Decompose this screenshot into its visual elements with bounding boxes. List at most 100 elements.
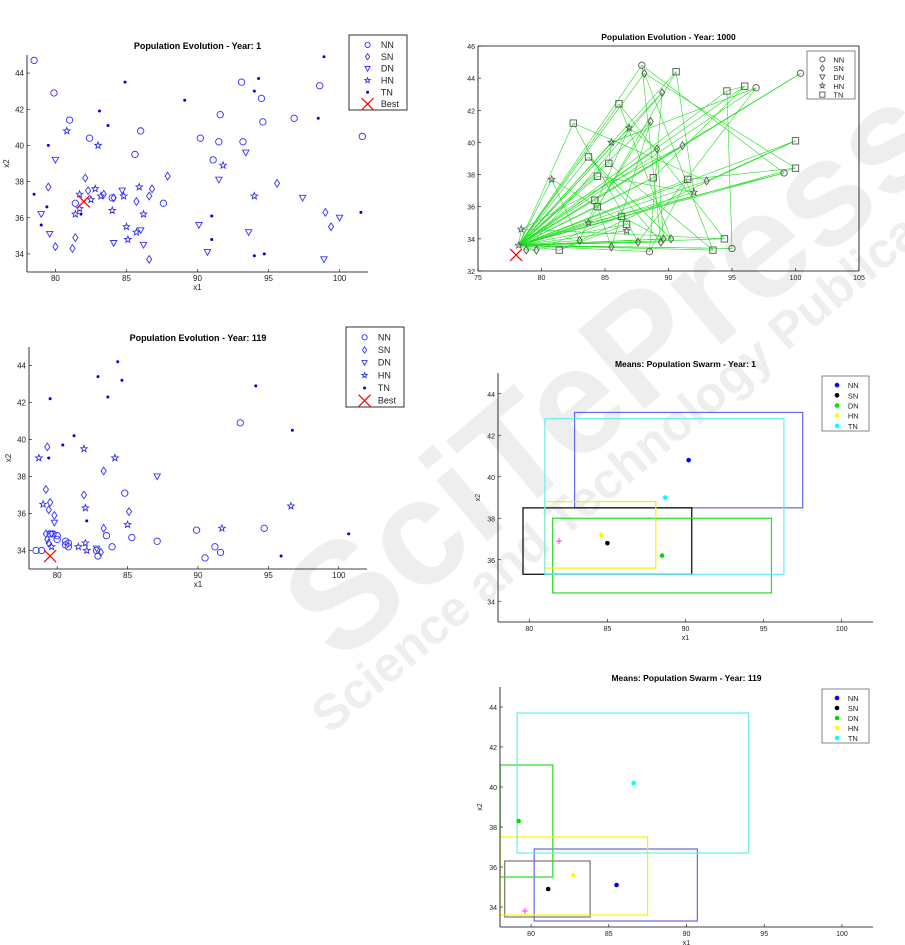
diamond-marker [100, 466, 107, 476]
mean-marker [686, 457, 691, 463]
square-marker [791, 164, 800, 172]
range-box-tn [516, 712, 750, 854]
chart-title: Population Evolution - Year: 1 [134, 41, 261, 51]
x-tick-label: 90 [683, 931, 691, 938]
circle-marker [316, 82, 324, 90]
y-tick-label: 44 [15, 69, 24, 78]
y-tick-label: 34 [487, 599, 495, 606]
y-tick-label: 38 [467, 173, 475, 180]
connection-line [518, 65, 643, 246]
legend-label-hn: HN [378, 370, 391, 380]
x-tick-label: 90 [682, 626, 690, 633]
connection-line [518, 179, 552, 246]
y-tick-label: 36 [15, 214, 24, 223]
connection-line [518, 238, 725, 246]
circle-marker [260, 524, 268, 532]
y-tick-label: 44 [467, 76, 475, 83]
star-marker [360, 371, 369, 379]
range-box-dn [552, 517, 773, 594]
y-tick-label: 42 [15, 105, 24, 114]
y-tick-label: 38 [17, 473, 26, 482]
dot-marker [359, 210, 363, 214]
diamond-marker [667, 234, 675, 244]
connection-line [656, 148, 664, 239]
legend-label-sn: SN [378, 345, 391, 355]
diamond-marker [110, 193, 117, 203]
plot-area [30, 55, 366, 264]
dot-marker [120, 378, 124, 382]
circle-marker [153, 537, 161, 545]
circle-marker [85, 134, 94, 142]
x-tick-label: 105 [853, 275, 865, 282]
dot-marker [316, 116, 320, 120]
diamond-marker [523, 245, 530, 255]
diamond-marker [660, 234, 667, 244]
y-tick-label: 42 [467, 108, 475, 115]
chart-title: Population Evolution - Year: 119 [130, 333, 267, 343]
square-marker [723, 87, 731, 95]
x-axis-label: x1 [682, 635, 690, 642]
circle-marker [819, 56, 826, 63]
mean-marker [614, 882, 619, 888]
legend-label-hn: HN [833, 82, 844, 91]
diamond-marker [44, 442, 51, 452]
y-tick-label: 44 [489, 705, 497, 712]
x-tick-label: 95 [728, 275, 736, 282]
circle-marker [192, 526, 201, 534]
diamond-marker [327, 222, 335, 232]
dot-marker [347, 532, 351, 536]
x-tick-label: 85 [122, 274, 131, 283]
triangle-marker [50, 519, 59, 527]
diamond-marker [659, 87, 666, 98]
x-tick-label: 80 [51, 274, 60, 283]
connection-line [518, 121, 651, 246]
dot-marker [279, 554, 283, 558]
x-tick-label: 80 [525, 626, 533, 633]
star-marker [79, 444, 89, 453]
triangle-marker [298, 194, 307, 202]
connection-line [518, 140, 796, 246]
x-tick-label: 85 [123, 571, 132, 580]
connection-line [588, 156, 662, 243]
circle-marker [53, 532, 61, 540]
connection-line [675, 71, 695, 193]
star-marker [38, 499, 48, 509]
x-tick-label: 95 [264, 274, 273, 283]
triangle-marker [244, 229, 253, 237]
triangle-marker [194, 221, 203, 230]
dot-marker [61, 443, 65, 447]
diamond-marker [361, 346, 368, 354]
mean-marker [659, 553, 665, 558]
y-axis-label: x2 [475, 494, 482, 502]
square-marker [593, 172, 602, 180]
triangle-marker [214, 176, 223, 184]
star-marker [75, 204, 84, 213]
range-box-tn [544, 418, 785, 575]
y-tick-label: 40 [467, 140, 475, 147]
square-marker [593, 203, 602, 211]
star-marker [90, 184, 100, 193]
circle-marker [128, 533, 136, 542]
circle-marker [32, 546, 40, 555]
diamond-marker [42, 484, 50, 495]
circle-marker [358, 132, 366, 141]
legend-label-tn: TN [381, 87, 393, 97]
diamond-marker [100, 189, 107, 199]
y-tick-label: 36 [467, 205, 475, 212]
triangle-marker [153, 473, 162, 481]
dot-marker [252, 89, 256, 93]
legend-box [345, 326, 405, 408]
diamond-marker [45, 182, 52, 192]
square-marker [683, 175, 692, 184]
connection-line [551, 179, 580, 241]
axes-box [478, 45, 860, 271]
connection-line [653, 85, 745, 178]
connection-line [518, 90, 728, 246]
circle-marker [257, 94, 266, 103]
y-tick-label: 36 [489, 865, 497, 872]
diamond-marker [45, 505, 52, 515]
dot-marker [290, 428, 294, 432]
legend-label-tn: TN [378, 383, 390, 393]
square-marker [649, 174, 657, 182]
